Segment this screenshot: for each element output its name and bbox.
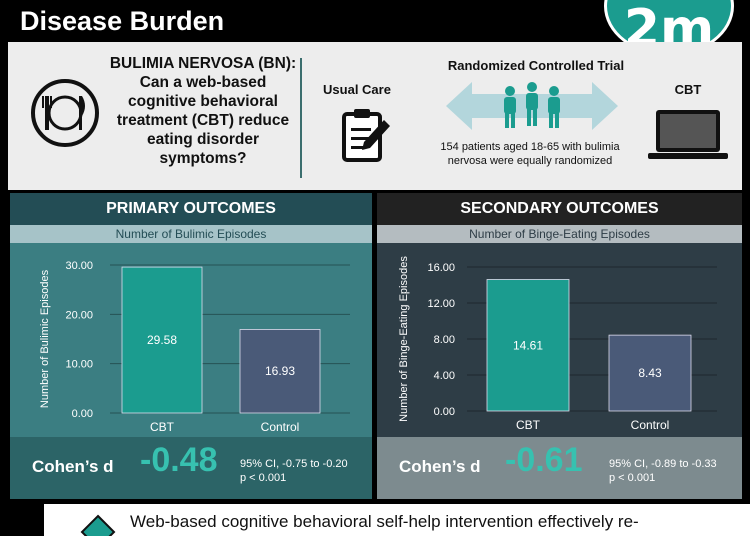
primary-outcomes-panel: PRIMARY OUTCOMES Number of Bulimic Episo… xyxy=(10,193,372,499)
y-tick-label: 4.00 xyxy=(434,370,455,382)
conclusion-bar: Web-based cognitive behavioral self-help… xyxy=(44,504,750,536)
cohen-value: -0.48 xyxy=(140,441,218,479)
cohen-value: -0.61 xyxy=(505,441,583,479)
x-tick-label: Control xyxy=(631,418,670,432)
diamond-icon xyxy=(80,514,116,536)
y-tick-label: 0.00 xyxy=(434,406,455,418)
study-panel: BULIMIA NERVOSA (BN): Can a web-based co… xyxy=(8,42,742,190)
secondary-outcomes-panel: SECONDARY OUTCOMES Number of Binge-Eatin… xyxy=(377,193,742,499)
confidence-interval: 95% CI, -0.75 to -0.20 p < 0.001 xyxy=(240,457,348,485)
p-value: p < 0.001 xyxy=(240,472,287,484)
y-axis-label: Number of Binge-Eating Episodes xyxy=(398,256,410,422)
question-body: Can a web-based cognitive behavioral tre… xyxy=(116,74,290,167)
question-lead: BULIMIA NERVOSA (BN): xyxy=(109,55,297,72)
primary-subheading: Number of Bulimic Episodes xyxy=(10,225,372,243)
primary-bar-chart: 0.00 10.00 20.00 30.00 Number of Bulimic Epi… xyxy=(39,260,350,434)
plate-icon xyxy=(31,79,99,147)
secondary-bar-chart: 0.00 4.00 8.00 12.00 16.00 Number of Binge-Ea… xyxy=(398,256,717,432)
bar-control xyxy=(239,329,321,414)
bar-value-label: 29.58 xyxy=(147,333,177,347)
bar-value-label: 8.43 xyxy=(638,366,662,380)
bar-value-label: 14.61 xyxy=(513,338,543,352)
rct-label: Randomized Controlled Trial xyxy=(447,58,625,73)
secondary-stats: Cohen’s d -0.61 95% CI, -0.89 to -0.33 p… xyxy=(377,437,742,499)
x-tick-label: CBT xyxy=(516,418,541,432)
cohen-label: Cohen’s d xyxy=(399,457,481,476)
ci-text: 95% CI, -0.89 to -0.33 xyxy=(609,458,717,470)
usual-care-label: Usual Care xyxy=(323,82,391,97)
laptop-icon xyxy=(648,110,728,159)
cohen-label: Cohen’s d xyxy=(32,457,114,476)
y-tick-label: 0.00 xyxy=(72,408,93,420)
y-tick-label: 20.00 xyxy=(65,309,93,321)
cbt-label: CBT xyxy=(674,82,702,97)
bar-cbt xyxy=(486,279,570,412)
secondary-subheading: Number of Binge-Eating Episodes xyxy=(377,225,742,243)
bar-control xyxy=(608,334,692,412)
ci-text: 95% CI, -0.75 to -0.20 xyxy=(240,458,348,470)
x-tick-label: CBT xyxy=(150,420,175,434)
y-tick-label: 10.00 xyxy=(65,359,93,371)
x-tick-label: Control xyxy=(261,420,300,434)
page-title: Disease Burden xyxy=(20,6,225,36)
bar-value-label: 16.93 xyxy=(265,364,295,378)
rct-description: 154 patients aged 18-65 with bulimia ner… xyxy=(440,141,620,167)
y-tick-label: 8.00 xyxy=(434,334,455,346)
y-tick-label: 12.00 xyxy=(427,298,455,310)
confidence-interval: 95% CI, -0.89 to -0.33 p < 0.001 xyxy=(609,457,717,485)
divider xyxy=(300,58,302,178)
primary-stats: Cohen’s d -0.48 95% CI, -0.75 to -0.20 p… xyxy=(10,437,372,499)
clipboard-icon xyxy=(342,109,390,162)
y-tick-label: 16.00 xyxy=(427,262,455,274)
arrow-people-icon xyxy=(446,82,618,130)
primary-heading: PRIMARY OUTCOMES xyxy=(10,193,372,225)
secondary-heading: SECONDARY OUTCOMES xyxy=(377,193,742,225)
research-question: BULIMIA NERVOSA (BN): Can a web-based co… xyxy=(108,54,298,168)
conclusion-text: Web-based cognitive behavioral self-help… xyxy=(130,512,639,531)
y-axis-label: Number of Bulimic Episodes xyxy=(39,269,51,408)
bar-cbt xyxy=(121,266,203,414)
p-value: p < 0.001 xyxy=(609,472,656,484)
y-tick-label: 30.00 xyxy=(65,260,93,272)
